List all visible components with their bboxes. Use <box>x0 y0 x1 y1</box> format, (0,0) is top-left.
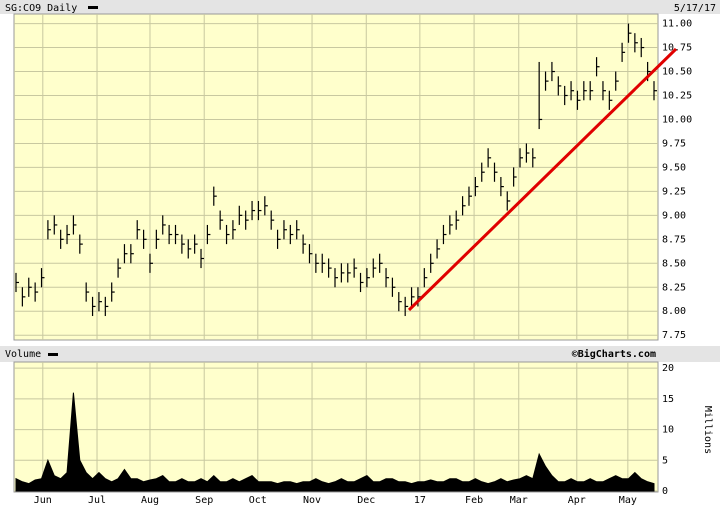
volume-header-bar <box>0 346 720 362</box>
source-label: ©BigCharts.com <box>572 348 656 360</box>
x-tick-label: Nov <box>303 495 321 506</box>
x-tick-label: Mar <box>510 495 528 506</box>
x-tick-label: Dec <box>357 495 375 506</box>
x-tick-label: Aug <box>141 495 159 506</box>
y-tick-label: 9.25 <box>662 186 686 197</box>
y-tick-label: 15 <box>662 394 674 405</box>
y-tick-label: 8.00 <box>662 306 686 317</box>
y-tick-label: 0 <box>662 486 668 497</box>
x-tick-label: May <box>619 495 637 506</box>
header-bar <box>0 0 720 14</box>
marks: 7.75 8.00 8.25 8.50 8.75 9.00 9.25 9.50 9.75 10.0… <box>14 14 692 506</box>
volume-title: Volume <box>5 349 41 360</box>
trend-line <box>407 47 678 312</box>
date-label: 5/17/17 <box>674 3 716 14</box>
chart-title: SG:CO9 Daily <box>5 3 77 14</box>
y-tick-label: 5 <box>662 455 668 466</box>
y-tick-label: 10.50 <box>662 67 692 78</box>
y-tick-label: 9.00 <box>662 210 686 221</box>
volume-panel <box>13 361 659 493</box>
y-tick-label: 11.00 <box>662 19 692 30</box>
y-tick-label: 10.25 <box>662 91 692 102</box>
x-tick-label: Feb <box>465 495 483 506</box>
y-tick-label: 20 <box>662 363 674 374</box>
x-tick-label: Jun <box>34 495 52 506</box>
y-tick-label: 10 <box>662 425 674 436</box>
y-tick-label: 9.75 <box>662 138 686 149</box>
volume-area <box>15 392 655 492</box>
y-tick-label: 10.00 <box>662 114 692 125</box>
y-tick-label: 8.25 <box>662 282 686 293</box>
y-tick-label: 9.50 <box>662 162 686 173</box>
x-tick-label: Oct <box>249 495 267 506</box>
y-axis-label: Millions <box>702 406 713 454</box>
legend-swatch <box>48 353 58 356</box>
y-tick-label: 10.75 <box>662 43 692 54</box>
x-tick-label: 17 <box>414 495 426 506</box>
price-panel <box>13 13 659 341</box>
y-tick-label: 7.75 <box>662 330 686 341</box>
x-tick-label: Apr <box>568 495 586 506</box>
x-tick-label: Jul <box>88 495 106 506</box>
y-tick-label: 8.50 <box>662 258 686 269</box>
y-tick-label: 8.75 <box>662 234 686 245</box>
legend-swatch <box>88 6 98 9</box>
x-tick-label: Sep <box>195 495 213 506</box>
